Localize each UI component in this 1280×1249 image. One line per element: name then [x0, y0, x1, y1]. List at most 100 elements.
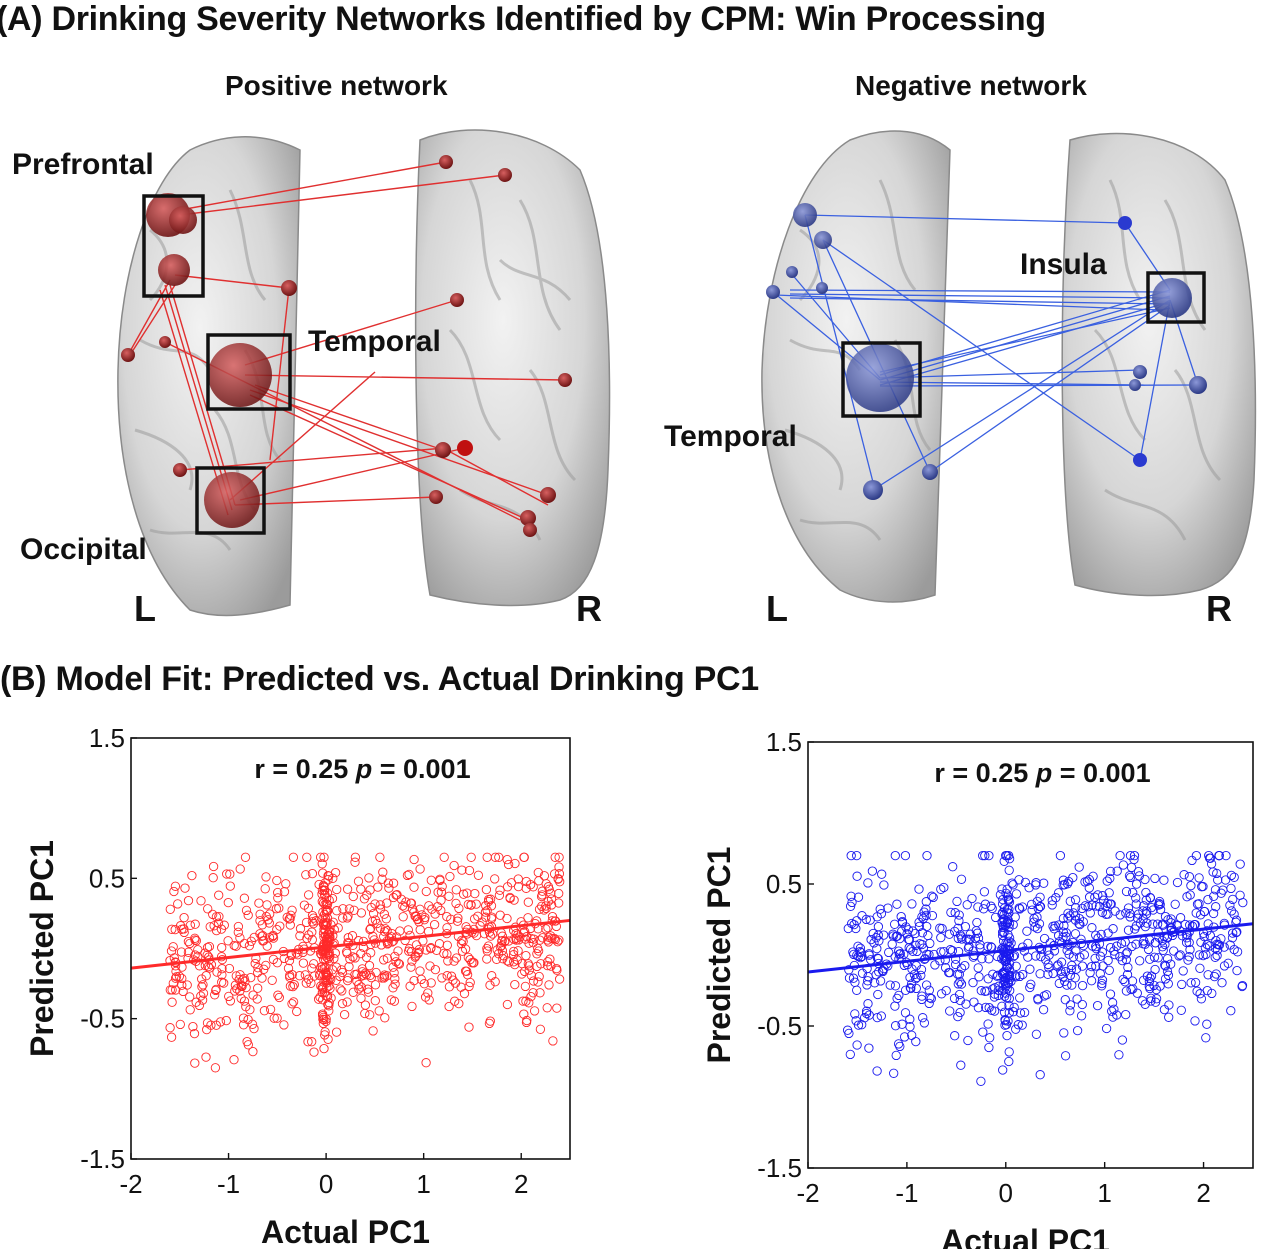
- scatter-point: [407, 1001, 417, 1012]
- scatter-point: [852, 850, 862, 861]
- scatter-point: [1123, 962, 1133, 973]
- scatter-point: [974, 972, 984, 982]
- scatter-point: [954, 916, 964, 926]
- scatter-point: [307, 1037, 317, 1047]
- scatter-point: [936, 932, 946, 943]
- scatter-point: [921, 980, 932, 990]
- plot-frame: [807, 741, 1254, 1169]
- scatter-point: [493, 949, 504, 959]
- scatter-point: [973, 1003, 984, 1013]
- scatter-point: [876, 1011, 886, 1021]
- scatter-point: [927, 910, 938, 921]
- scatter-point: [526, 970, 537, 981]
- x-tick-label: 0: [999, 1178, 1013, 1208]
- scatter-point: [900, 850, 911, 861]
- scatter-point: [463, 952, 473, 963]
- insula-label: Insula: [1020, 248, 1107, 281]
- scatter-chart-positive: -2 -1 0 1 2 -1.5 -0.5 0.5 1.5 Actual PC1 Predicted…: [24, 723, 571, 1249]
- scatter-point: [185, 992, 195, 1002]
- scatter-point: [288, 997, 299, 1007]
- scatter-point: [307, 868, 318, 879]
- scatter-point: [1132, 913, 1143, 923]
- scatter-point: [324, 956, 334, 966]
- scatter-point: [1187, 855, 1197, 866]
- scatter-point: [473, 870, 484, 880]
- scatter-point: [275, 921, 285, 931]
- scatter-point: [906, 983, 916, 994]
- scatter-point: [204, 952, 214, 962]
- x-tick-label: 0: [319, 1169, 333, 1199]
- scatter-point: [356, 982, 366, 992]
- scatter-point: [1228, 894, 1238, 905]
- scatter-point: [533, 946, 544, 956]
- scatter-point: [548, 1036, 558, 1046]
- scatter-point: [325, 927, 335, 938]
- scatter-point: [273, 893, 283, 903]
- scatter-point: [971, 926, 981, 936]
- scatter-point: [500, 936, 510, 946]
- scatter-point: [890, 850, 900, 861]
- scatter-point: [183, 947, 194, 957]
- scatter-point: [1047, 895, 1057, 906]
- scatter-point: [295, 931, 305, 941]
- scatter-point: [287, 999, 297, 1009]
- scatter-point: [173, 899, 183, 909]
- scatter-point: [503, 859, 514, 870]
- scatter-point: [1122, 947, 1132, 957]
- scatter-point: [1001, 964, 1011, 975]
- scatter-point: [1107, 998, 1118, 1008]
- scatter-point: [956, 979, 967, 989]
- scatter-point: [899, 1032, 910, 1042]
- scatter-point: [546, 894, 557, 904]
- scatter-point: [998, 927, 1008, 937]
- y-tick-label: 1.5: [766, 727, 802, 757]
- scatter-point: [398, 901, 408, 911]
- scatter-point: [1141, 895, 1151, 905]
- scatter-point: [384, 883, 394, 893]
- scatter-point: [285, 972, 295, 982]
- scatter-point: [238, 1013, 249, 1023]
- scatter-point: [381, 914, 391, 924]
- scatter-point: [1232, 965, 1242, 976]
- x-tick-label: -2: [119, 1169, 142, 1199]
- scatter-point: [1084, 892, 1095, 902]
- scatter-point: [196, 991, 206, 1001]
- scatter-point: [212, 967, 222, 977]
- scatter-point: [1080, 901, 1090, 911]
- scatter-point: [457, 946, 468, 956]
- scatter-point: [224, 963, 235, 974]
- scatter-point: [415, 864, 425, 874]
- scatter-point: [921, 904, 931, 914]
- scatter-point: [208, 909, 218, 920]
- scatter-point: [298, 958, 309, 968]
- scatter-point: [926, 993, 936, 1004]
- scatter-point: [917, 994, 927, 1005]
- scatter-point: [437, 973, 447, 983]
- scatter-point: [1210, 952, 1220, 962]
- scatter-point: [1189, 919, 1200, 930]
- scatter-point: [873, 930, 883, 940]
- scatter-point: [960, 921, 971, 932]
- scatter-point: [905, 1014, 915, 1024]
- scatter-point: [914, 884, 924, 894]
- scatter-point: [176, 947, 187, 957]
- scatter-point: [309, 1047, 319, 1057]
- scatter-point: [524, 998, 534, 1008]
- scatter-point: [906, 944, 916, 954]
- scatter-point: [1154, 896, 1165, 907]
- scatter-point: [1060, 1051, 1071, 1061]
- scatter-point: [258, 931, 268, 941]
- scatter-point: [849, 919, 859, 930]
- scatter-point: [451, 898, 461, 909]
- x-tick-label: 1: [1097, 1178, 1111, 1208]
- scatter-point: [554, 935, 564, 945]
- scatter-point: [1204, 853, 1215, 863]
- scatter-point: [1145, 954, 1155, 964]
- scatter-point: [984, 1042, 994, 1053]
- scatter-point: [890, 981, 901, 991]
- scatter-point: [863, 999, 873, 1009]
- scatter-point: [1131, 893, 1141, 903]
- scatter-point: [180, 883, 190, 893]
- y-tick-label: -0.5: [757, 1011, 802, 1041]
- occipital-box: [195, 466, 266, 535]
